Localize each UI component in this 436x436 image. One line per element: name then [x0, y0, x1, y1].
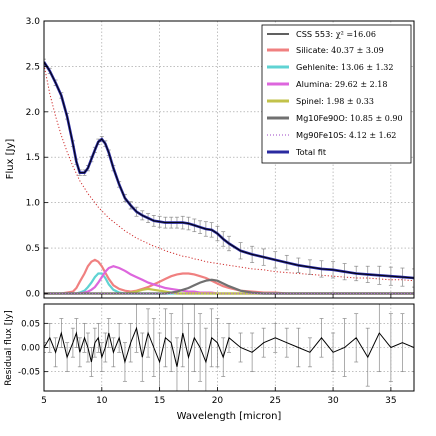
legend-text-silicate: Silicate: 40.37 ± 3.09: [296, 45, 384, 55]
legend-series-name: Gehlenite: [296, 62, 336, 72]
main-x-ticks: [43, 294, 392, 298]
main-y-tick-label: 0.0: [26, 289, 41, 299]
residual-x-ticks: 5 10 15 20 25 30 35: [41, 387, 397, 406]
residual-x-tick-label: 5: [41, 396, 47, 406]
legend-series-value: 29.62 ± 2.18: [335, 80, 388, 89]
legend-text-alumina: Alumina: 29.62 ± 2.18: [296, 79, 387, 89]
legend-entry-gehlenite: Gehlenite: 13.06 ± 1.32: [267, 62, 394, 72]
residual-panel: 0.05 0.00 -0.05 5 10 15 20 25 30 35 Residual flu…: [4, 303, 415, 422]
legend-text-spinel: Spinel: 1.98 ± 0.33: [296, 96, 374, 106]
residual-x-tick-label: 35: [385, 396, 396, 406]
legend-chi2: χ² =16.06: [336, 30, 376, 39]
main-y-tick-label: 1.5: [26, 153, 40, 163]
legend-series-name: Silicate: [296, 45, 326, 55]
main-y-tick-label: 2.5: [26, 62, 40, 72]
legend-series-value: 10.85 ± 0.90: [350, 114, 403, 123]
legend-series-entries: Silicate: 40.37 ± 3.09 Gehlenite: 13.06 ±…: [267, 45, 403, 140]
residual-y-tick-label: 0.05: [21, 319, 40, 329]
residual-y-tick-label: 0.00: [21, 344, 40, 354]
main-y-tick-label: 0.5: [26, 244, 40, 254]
residual-series-layer: [44, 304, 414, 391]
residual-x-tick-label: 30: [327, 396, 339, 406]
residual-y-ticks: 0.05 0.00 -0.05: [18, 319, 48, 378]
legend-box: [261, 24, 412, 164]
legend-series-value: 4.12 ± 1.62: [349, 131, 396, 140]
legend-text-mg10fe90o: Mg10Fe90O: 10.85 ± 0.90: [296, 113, 403, 123]
legend-series-name: Spinel: [296, 96, 321, 106]
residual-x-tick-label: 20: [212, 396, 224, 406]
legend-series-value: 40.37 ± 3.09: [331, 46, 384, 55]
x-axis-label: Wavelength [micron]: [177, 411, 282, 422]
main-y-tick-label: 2.0: [26, 108, 41, 118]
observed-line: [44, 61, 414, 279]
residual-line: [44, 326, 414, 367]
legend-entry-observed: CSS 553: χ² =16.06: [267, 29, 376, 39]
svg-text:CSS 553: χ² =16.06: CSS 553: χ² =16.06: [296, 29, 376, 39]
residual-y-axis-label: Residual flux [Jy]: [4, 310, 14, 385]
legend-entry-mg10fe90o: Mg10Fe90O: 10.85 ± 0.90: [267, 113, 403, 123]
residual-x-tick-label: 15: [154, 396, 165, 406]
legend: CSS 553: χ² =16.06 Silicate: 40.37 ± 3.0…: [261, 24, 412, 164]
main-y-tick-label: 3.0: [26, 17, 41, 27]
legend-entry-mg90fe10s: Mg90Fe10S: 4.12 ± 1.62: [267, 130, 396, 140]
main-frame: [43, 20, 415, 299]
legend-entry-silicate: Silicate: 40.37 ± 3.09: [267, 45, 384, 55]
legend-total-fit-label: Total fit: [295, 147, 327, 157]
main-y-ticks: 0.0 0.5 1.0 1.5 2.0 2.5 3.0: [26, 17, 48, 299]
legend-text-gehlenite: Gehlenite: 13.06 ± 1.32: [296, 62, 394, 72]
legend-series-value: 1.98 ± 0.33: [327, 97, 374, 106]
legend-entry-alumina: Alumina: 29.62 ± 2.18: [267, 79, 387, 89]
legend-observed-label: CSS 553: [296, 29, 330, 39]
legend-series-name: Mg90Fe10S: [296, 130, 344, 140]
legend-entry-total-fit: Total fit: [267, 147, 327, 157]
main-y-tick-label: 1.0: [26, 199, 41, 209]
residual-y-tick-label: -0.05: [18, 368, 40, 378]
legend-entry-spinel: Spinel: 1.98 ± 0.33: [267, 96, 374, 106]
legend-series-name: Alumina: [296, 79, 330, 89]
residual-x-tick-label: 25: [270, 396, 281, 406]
residual-x-tick-label: 10: [96, 396, 108, 406]
main-series-layer: [44, 58, 414, 295]
main-y-axis-label: Flux [Jy]: [5, 139, 16, 180]
continuum-line: [44, 64, 414, 282]
legend-series-name: Mg10Fe90O: [296, 113, 345, 123]
legend-text-mg90fe10s: Mg90Fe10S: 4.12 ± 1.62: [296, 130, 396, 140]
legend-series-value: 13.06 ± 1.32: [341, 63, 394, 72]
